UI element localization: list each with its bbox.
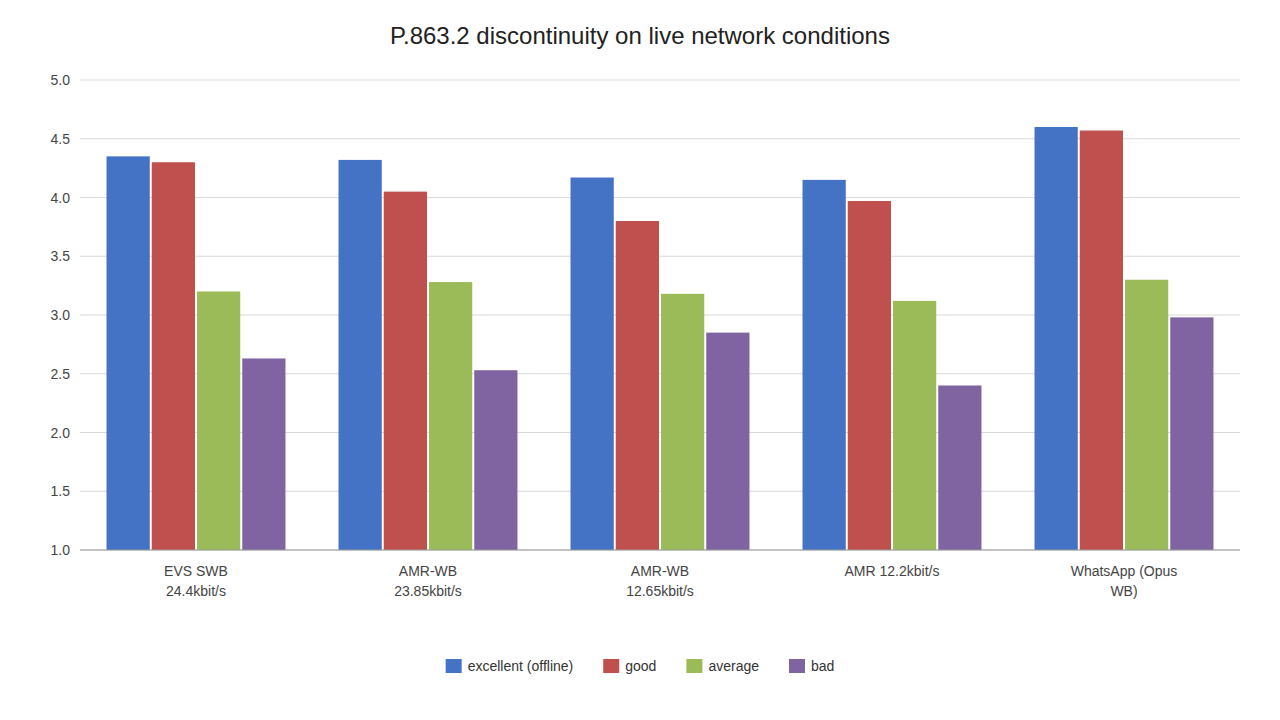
legend-item: excellent (offline) [446, 658, 574, 674]
bar [706, 333, 749, 550]
legend-label: excellent (offline) [468, 658, 574, 674]
bar [803, 180, 846, 550]
bars [107, 127, 1214, 550]
bar [384, 192, 427, 550]
y-tick-label: 1.5 [51, 483, 71, 499]
bar [242, 358, 285, 550]
legend-swatch [603, 659, 619, 673]
x-tick-label: AMR-WB12.65kbit/s [626, 563, 694, 599]
legend-item: bad [789, 658, 834, 674]
legend: excellent (offline) good average bad [446, 658, 835, 674]
legend-swatch [789, 659, 805, 673]
legend-label: good [625, 658, 656, 674]
y-tick-label: 3.0 [51, 307, 71, 323]
bar [429, 282, 472, 550]
bar [107, 156, 150, 550]
x-tick-label: AMR 12.2kbit/s [845, 563, 940, 579]
bar [938, 386, 981, 551]
bar [616, 221, 659, 550]
bar [1125, 280, 1168, 550]
bar [1035, 127, 1078, 550]
bar [339, 160, 382, 550]
chart-svg: P.863.2 discontinuity on live network co… [0, 0, 1280, 720]
bar [152, 162, 195, 550]
grid-line [80, 550, 1240, 551]
y-tick-label: 5.0 [51, 72, 71, 88]
y-tick-label: 4.5 [51, 131, 71, 147]
legend-item: average [686, 658, 759, 674]
bar [661, 294, 704, 550]
x-axis-line [80, 550, 1240, 551]
legend-swatch [686, 659, 702, 673]
legend-item: good [603, 658, 656, 674]
title: P.863.2 discontinuity on live network co… [390, 22, 890, 49]
bar [848, 201, 891, 550]
x-tick-label: AMR-WB23.85kbit/s [394, 563, 462, 599]
bar [1170, 317, 1213, 550]
chart-container: P.863.2 discontinuity on live network co… [0, 0, 1280, 720]
x-tick-label: EVS SWB24.4kbit/s [164, 563, 228, 599]
y-tick-label: 4.0 [51, 190, 71, 206]
y-tick-label: 3.5 [51, 248, 71, 264]
bar [571, 178, 614, 550]
grid-line [80, 80, 1240, 81]
bar [474, 370, 517, 550]
y-tick-label: 1.0 [51, 542, 71, 558]
legend-label: average [708, 658, 759, 674]
y-tick-label: 2.0 [51, 425, 71, 441]
bar [1080, 131, 1123, 550]
y-tick-label: 2.5 [51, 366, 71, 382]
bar [893, 301, 936, 550]
bar [197, 292, 240, 551]
legend-swatch [446, 659, 462, 673]
legend-label: bad [811, 658, 834, 674]
x-tick-label: WhatsApp (OpusWB) [1071, 563, 1178, 599]
